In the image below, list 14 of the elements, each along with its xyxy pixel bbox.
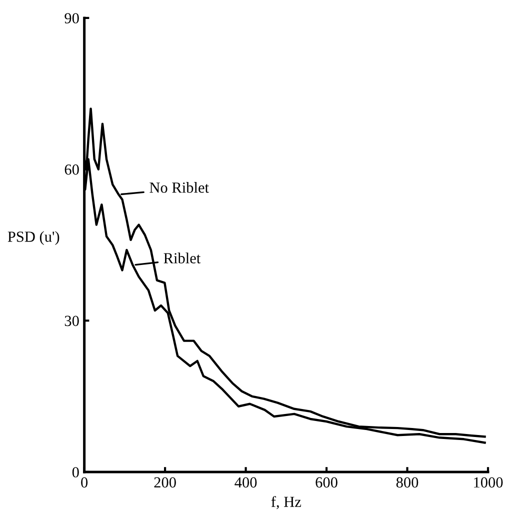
legend-label: No Riblet [150,182,209,193]
x-tick-label: 0 [81,477,88,488]
x-tick-label: 600 [316,477,338,488]
y-tick-label: 0 [72,467,79,478]
x-tick-label: 1000 [474,477,503,488]
x-tick-label: 400 [234,477,257,488]
x-tick-label: 200 [154,477,176,488]
legend-label: Riblet [164,252,201,264]
y-tick-label: 30 [64,316,79,326]
x-axis-title: f, Hz [271,496,302,510]
y-tick-label: 90 [64,13,79,24]
y-axis-title: PSD (u') [8,231,60,245]
y-tick-label: 60 [64,164,79,175]
x-tick-label: 800 [396,477,418,488]
